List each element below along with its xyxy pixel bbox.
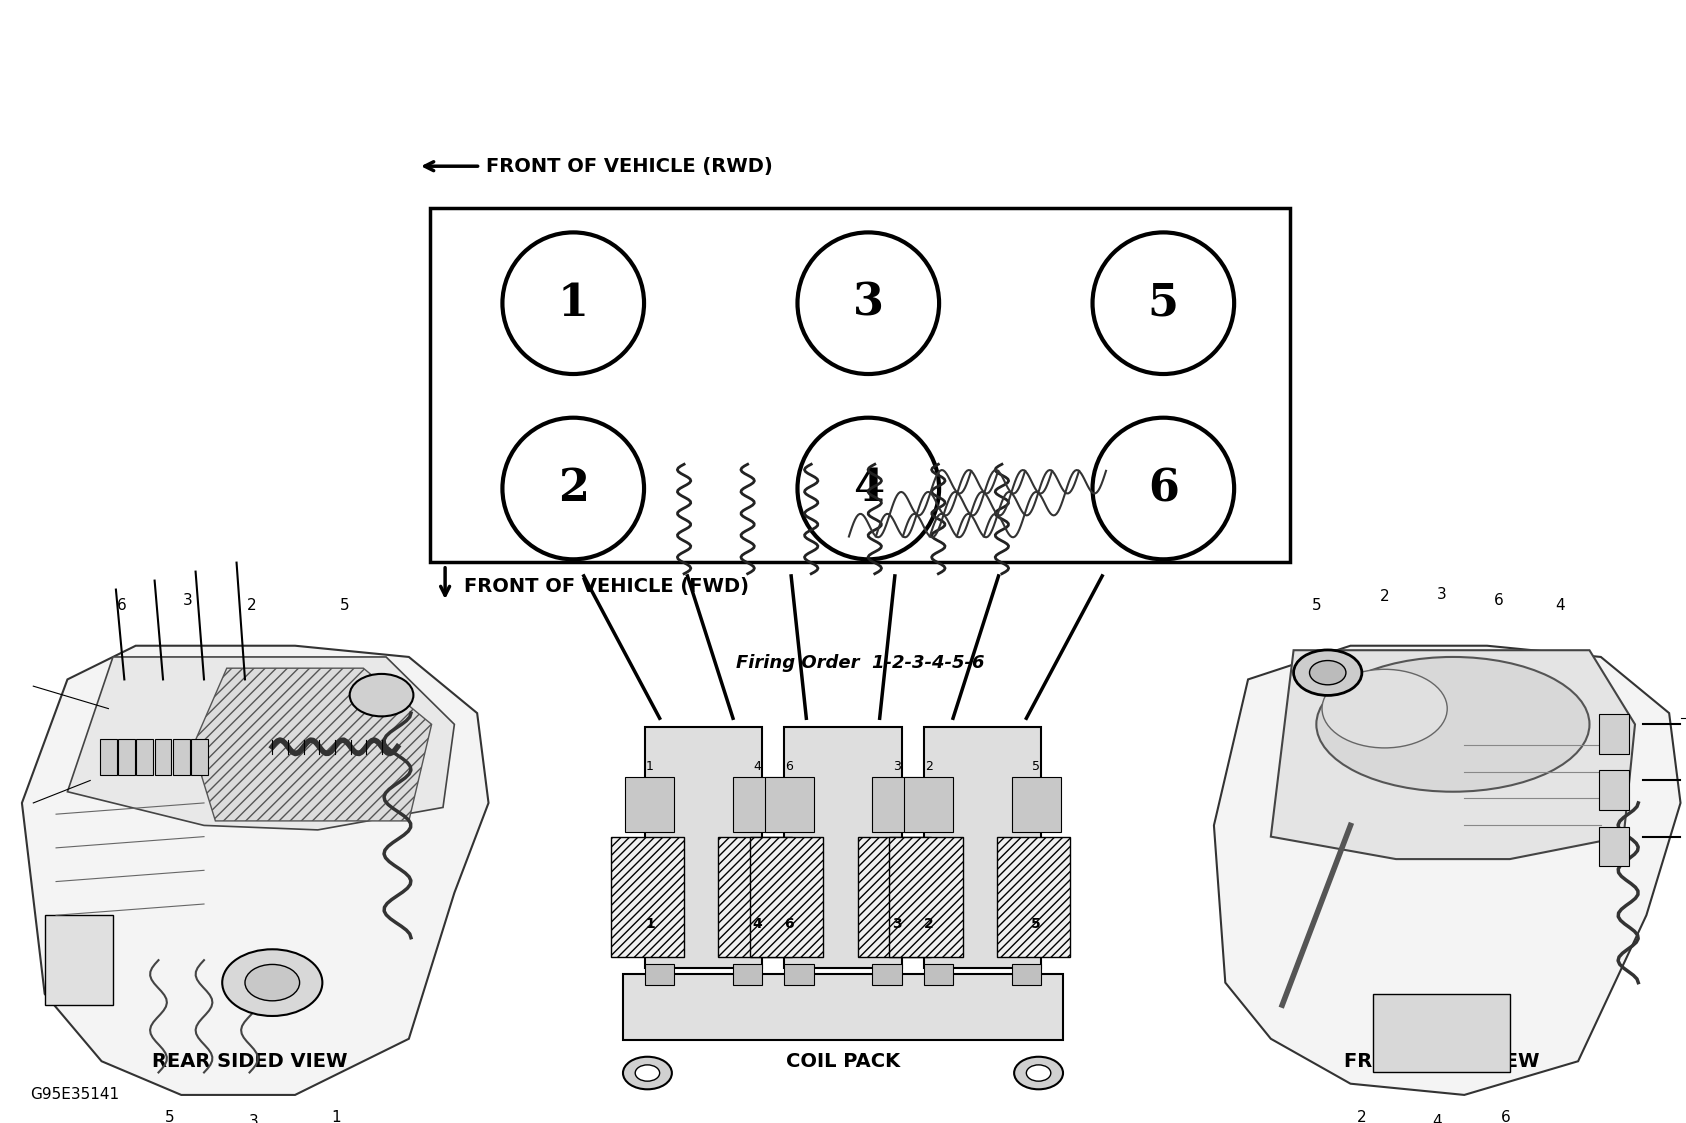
Circle shape <box>624 1057 671 1089</box>
Bar <box>733 777 782 832</box>
Bar <box>155 739 172 775</box>
Circle shape <box>1027 1065 1050 1081</box>
Circle shape <box>1310 660 1345 685</box>
Text: 3: 3 <box>184 593 192 609</box>
Bar <box>872 964 902 986</box>
Text: 2: 2 <box>558 467 588 510</box>
Text: 4: 4 <box>754 760 762 773</box>
Bar <box>996 837 1071 957</box>
Text: 2: 2 <box>246 597 256 613</box>
Text: 2: 2 <box>924 917 934 931</box>
Bar <box>1374 994 1511 1072</box>
Text: 6: 6 <box>1494 593 1504 609</box>
Bar <box>1598 770 1629 810</box>
Bar <box>44 915 113 1005</box>
Text: 1: 1 <box>646 917 654 931</box>
Bar <box>924 964 953 986</box>
Bar <box>784 727 902 968</box>
Text: 6: 6 <box>118 597 126 613</box>
Ellipse shape <box>1322 669 1447 748</box>
Ellipse shape <box>797 418 939 559</box>
Text: 6: 6 <box>1501 1110 1511 1123</box>
Text: 2: 2 <box>1379 588 1389 604</box>
Circle shape <box>1293 650 1362 695</box>
Bar <box>924 727 1040 968</box>
Bar <box>750 837 823 957</box>
Text: 4: 4 <box>1431 1114 1442 1123</box>
Text: 5: 5 <box>341 597 351 613</box>
Polygon shape <box>1271 650 1635 859</box>
Bar <box>904 777 953 832</box>
Text: 1: 1 <box>330 1110 341 1123</box>
Text: 6: 6 <box>784 917 794 931</box>
Text: G95E35141: G95E35141 <box>30 1087 120 1103</box>
Bar <box>610 837 685 957</box>
Text: 3: 3 <box>894 760 900 773</box>
Text: 4: 4 <box>1554 597 1565 613</box>
Text: 2: 2 <box>924 760 932 773</box>
Text: 3: 3 <box>853 282 883 325</box>
Text: 5: 5 <box>1312 597 1322 613</box>
Text: 1: 1 <box>646 760 654 773</box>
Bar <box>890 837 963 957</box>
Text: 4: 4 <box>853 467 883 510</box>
Text: 1: 1 <box>558 282 588 325</box>
Bar <box>784 964 814 986</box>
Circle shape <box>1015 1057 1062 1089</box>
Text: 6: 6 <box>786 760 792 773</box>
Text: FRONT OF VEHICLE (RWD): FRONT OF VEHICLE (RWD) <box>486 157 772 175</box>
Bar <box>718 837 792 957</box>
Polygon shape <box>22 646 489 1095</box>
Bar <box>765 777 814 832</box>
Bar <box>646 964 674 986</box>
Text: 4: 4 <box>752 917 762 931</box>
Text: 5: 5 <box>165 1110 175 1123</box>
Circle shape <box>636 1065 659 1081</box>
Text: 2: 2 <box>1357 1110 1367 1123</box>
Text: COIL PACK: COIL PACK <box>786 1052 900 1070</box>
Bar <box>137 739 153 775</box>
Polygon shape <box>67 657 455 830</box>
Text: 3: 3 <box>250 1114 260 1123</box>
Text: FRONT OF VEHICLE (FWD): FRONT OF VEHICLE (FWD) <box>464 577 749 595</box>
Text: Firing Order  1-2-3-4-5-6: Firing Order 1-2-3-4-5-6 <box>735 654 985 672</box>
Text: REAR SIDED VIEW: REAR SIDED VIEW <box>152 1052 347 1070</box>
Ellipse shape <box>797 232 939 374</box>
Text: 5: 5 <box>1148 282 1179 325</box>
Bar <box>430 208 1290 562</box>
Ellipse shape <box>1317 657 1590 792</box>
Text: FRONT SIDE VIEW: FRONT SIDE VIEW <box>1344 1052 1539 1070</box>
Text: 3: 3 <box>1436 586 1447 602</box>
Bar <box>626 777 674 832</box>
Bar <box>1012 777 1060 832</box>
Circle shape <box>244 965 300 1001</box>
Bar <box>118 739 135 775</box>
Bar <box>872 777 921 832</box>
Text: 3: 3 <box>892 917 902 931</box>
Text: 5: 5 <box>1032 917 1040 931</box>
Polygon shape <box>624 975 1064 1040</box>
Text: 5: 5 <box>1032 760 1040 773</box>
Text: 6: 6 <box>1148 467 1179 510</box>
Circle shape <box>349 674 413 716</box>
Ellipse shape <box>1093 418 1234 559</box>
Bar <box>646 727 762 968</box>
Polygon shape <box>1214 646 1681 1095</box>
Bar <box>733 964 762 986</box>
Ellipse shape <box>1093 232 1234 374</box>
Bar <box>1598 827 1629 866</box>
Circle shape <box>223 949 322 1016</box>
Bar <box>1598 714 1629 754</box>
Ellipse shape <box>502 232 644 374</box>
Polygon shape <box>192 668 432 821</box>
Bar <box>191 739 207 775</box>
Bar <box>1012 964 1040 986</box>
Bar <box>858 837 931 957</box>
Bar <box>99 739 116 775</box>
Ellipse shape <box>502 418 644 559</box>
Bar <box>172 739 189 775</box>
